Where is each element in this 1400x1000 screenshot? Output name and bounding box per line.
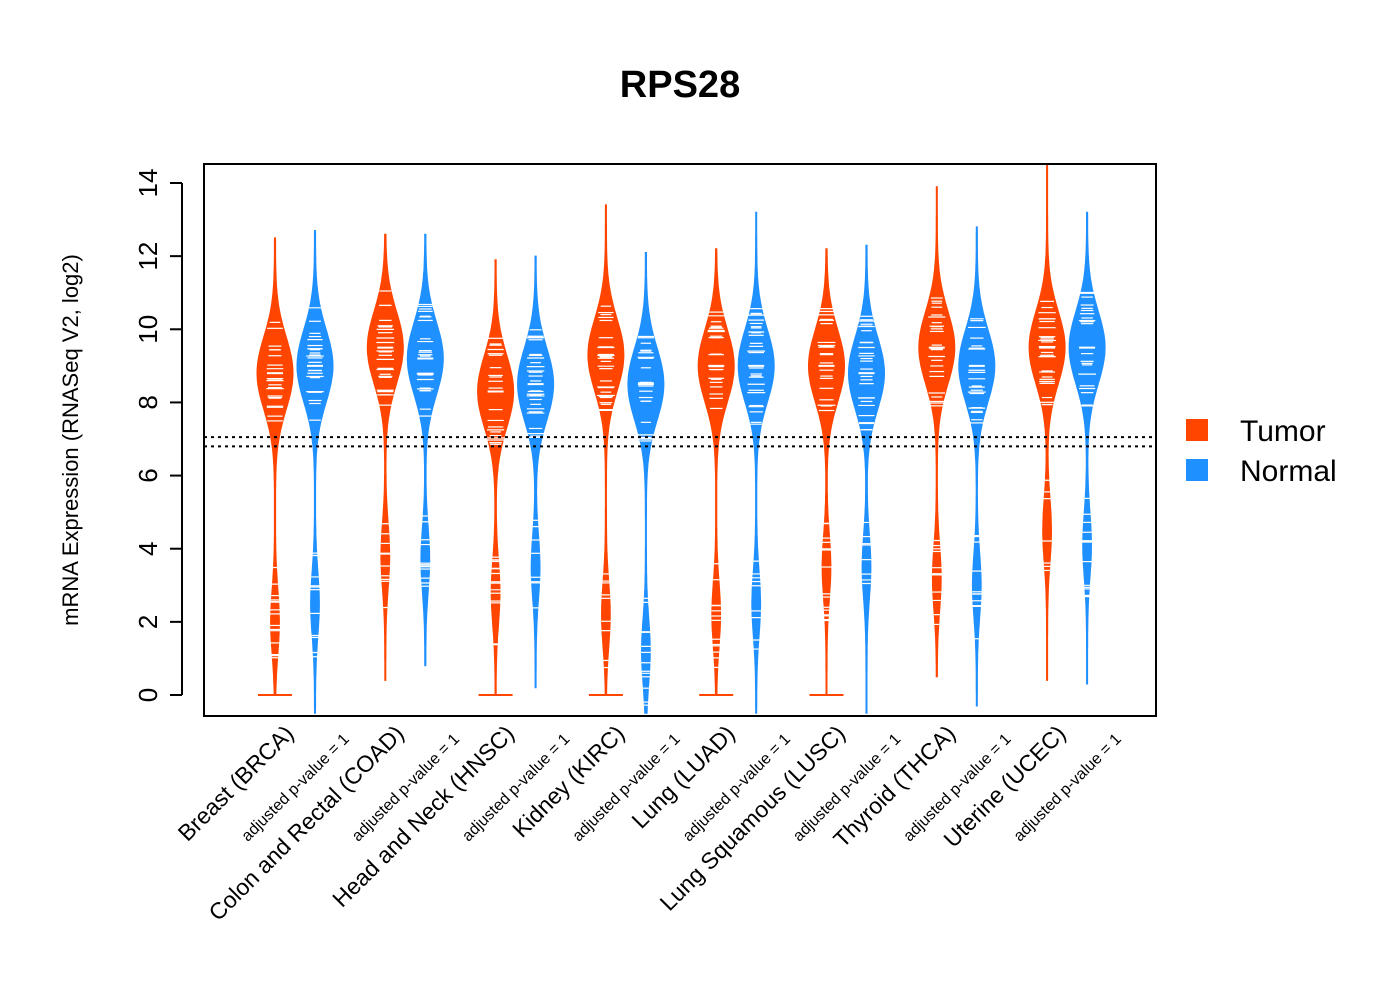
y-tick-label: 14 bbox=[133, 169, 163, 198]
y-tick-label: 6 bbox=[133, 468, 163, 482]
legend-swatch-tumor bbox=[1186, 419, 1208, 441]
y-tick-label: 4 bbox=[133, 541, 163, 555]
y-tick-label: 8 bbox=[133, 395, 163, 409]
violin-group bbox=[256, 164, 1106, 714]
legend-label-tumor: Tumor bbox=[1240, 415, 1326, 448]
x-category-label: Breast (BRCA) bbox=[173, 720, 299, 846]
legend-label-normal: Normal bbox=[1240, 455, 1337, 488]
legend-swatch-normal bbox=[1186, 459, 1208, 481]
y-axis-title: mRNA Expression (RNASeq V2, log2) bbox=[58, 254, 83, 626]
legend: Tumor Normal bbox=[1186, 415, 1337, 488]
y-tick-label: 2 bbox=[133, 615, 163, 629]
reference-lines bbox=[204, 436, 1156, 448]
chart-title: RPS28 bbox=[620, 64, 740, 106]
y-tick-label: 12 bbox=[133, 242, 163, 271]
y-tick-label: 10 bbox=[133, 315, 163, 344]
plot-frame bbox=[203, 163, 1157, 717]
y-tick-label: 0 bbox=[133, 688, 163, 702]
y-axis: 0 2 4 6 8 10 12 14 bbox=[133, 169, 183, 702]
